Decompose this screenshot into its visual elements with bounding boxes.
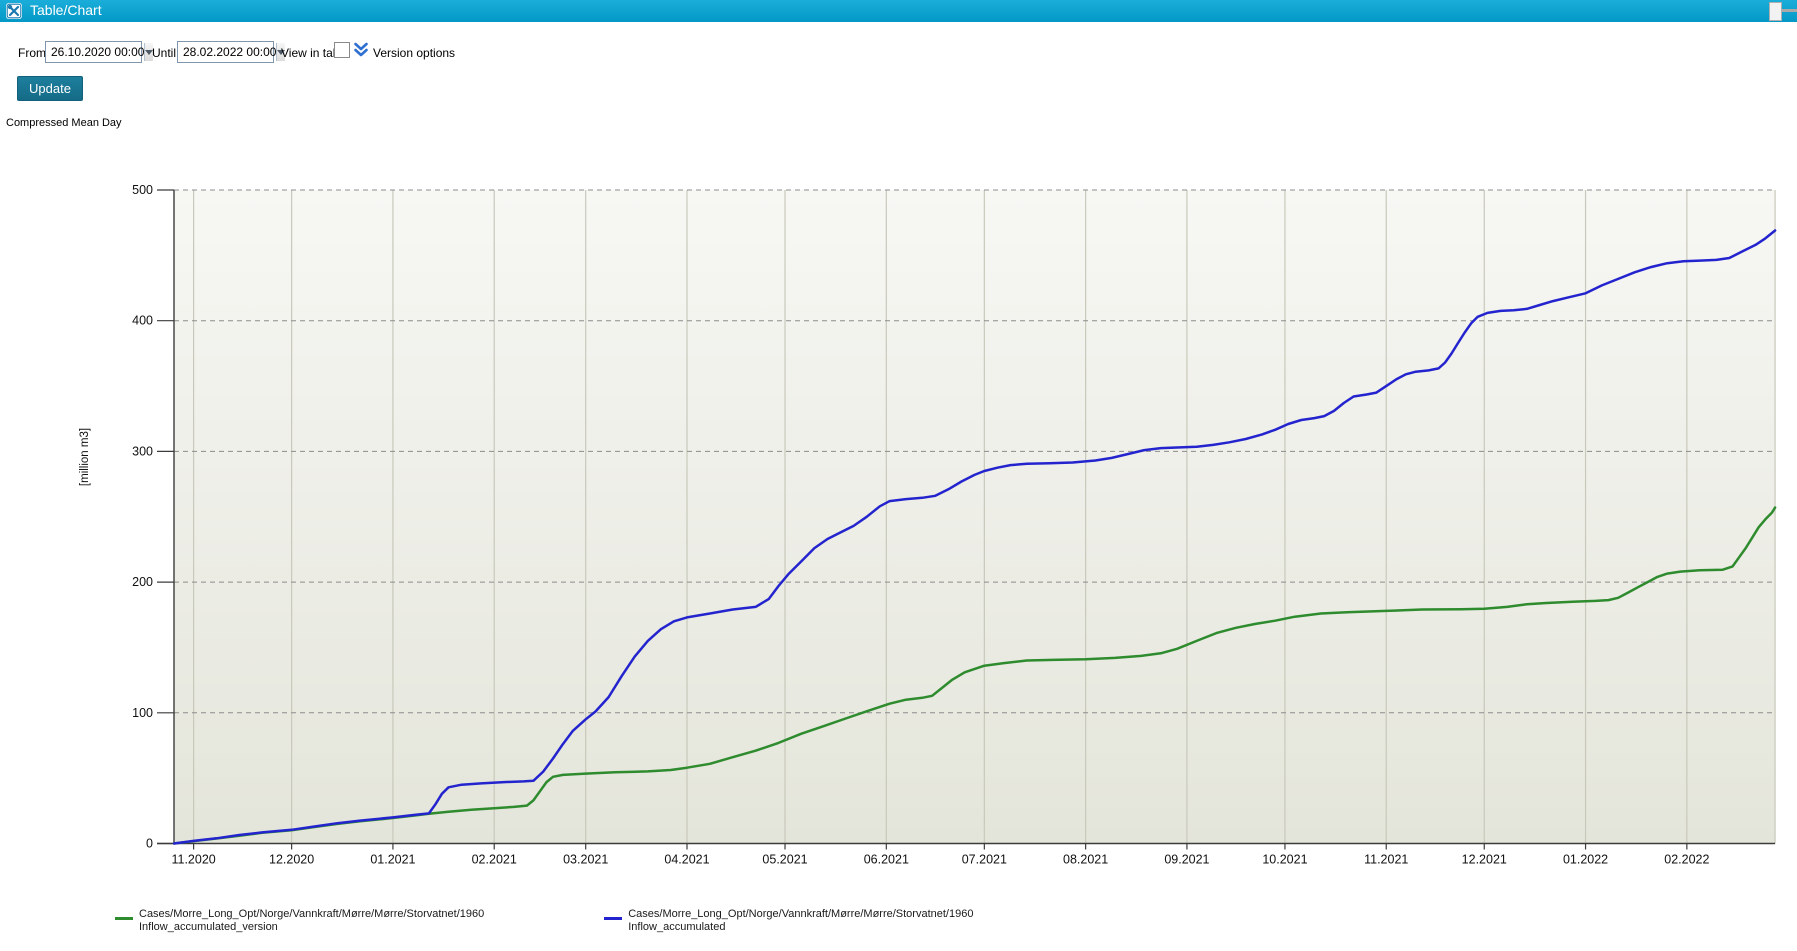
svg-text:03.2021: 03.2021 [563,853,608,867]
tools-icon [6,3,22,19]
chart-title: Compressed Mean Day [6,117,122,129]
svg-text:300: 300 [132,444,153,458]
svg-text:02.2021: 02.2021 [472,853,517,867]
svg-text:09.2021: 09.2021 [1164,853,1209,867]
legend-path-text: Cases/Morre_Long_Opt/Norge/Vannkraft/Mør… [139,908,485,920]
version-options-chevron-icon[interactable] [353,42,369,57]
svg-text:10.2021: 10.2021 [1262,853,1307,867]
window-title: Table/Chart [30,2,102,18]
until-datetime-value[interactable]: 28.02.2022 00:00 [183,45,277,59]
svg-text:01.2022: 01.2022 [1563,853,1608,867]
from-datetime-picker[interactable]: 26.10.2020 00:00 [45,41,154,63]
legend-swatch-blue [604,917,623,920]
svg-text:02.2022: 02.2022 [1664,853,1709,867]
svg-text:12.2021: 12.2021 [1462,853,1507,867]
until-label: Until [152,46,177,60]
window-dock-line [1782,9,1797,12]
legend-swatch-green [115,917,133,920]
from-dropdown-button[interactable] [144,43,154,61]
version-options-label[interactable]: Version options [373,46,456,60]
svg-text:0: 0 [146,837,153,851]
legend-path-text: Cases/Morre_Long_Opt/Norge/Vannkraft/Mør… [628,908,974,920]
svg-text:11.2020: 11.2020 [171,853,215,867]
legend-series-name: Inflow_accumulated [628,921,726,933]
svg-text:05.2021: 05.2021 [762,853,807,867]
update-button[interactable]: Update [17,76,83,101]
window-dock-control[interactable] [1769,2,1782,21]
svg-text:100: 100 [132,706,153,720]
svg-text:06.2021: 06.2021 [864,853,909,867]
from-label: From [18,46,46,60]
dropdown-arrow-icon [145,49,154,55]
chart-legend: Cases/Morre_Long_Opt/Norge/Vannkraft/Mør… [115,908,973,934]
until-dropdown-button[interactable] [276,43,286,61]
window-titlebar: Table/Chart [0,0,1797,22]
view-in-table-checkbox[interactable] [334,42,350,58]
legend-series-name: Inflow_accumulated_version [139,921,278,933]
view-in-table-label: View in table [281,46,349,60]
dropdown-arrow-icon [277,49,286,55]
legend-item-version: Cases/Morre_Long_Opt/Norge/Vannkraft/Mør… [115,908,484,934]
legend-item-accumulated: Cases/Morre_Long_Opt/Norge/Vannkraft/Mør… [604,908,973,934]
svg-text:400: 400 [132,314,153,328]
svg-text:04.2021: 04.2021 [664,853,709,867]
svg-text:12.2020: 12.2020 [269,853,314,867]
svg-text:200: 200 [132,575,153,589]
from-datetime-value[interactable]: 26.10.2020 00:00 [51,45,145,59]
svg-text:11.2021: 11.2021 [1364,853,1408,867]
svg-text:07.2021: 07.2021 [962,853,1007,867]
svg-text:[million m3]: [million m3] [79,428,91,486]
svg-text:08.2021: 08.2021 [1063,853,1108,867]
until-datetime-picker[interactable]: 28.02.2022 00:00 [177,41,286,63]
svg-text:500: 500 [132,183,153,197]
svg-text:01.2021: 01.2021 [370,853,415,867]
